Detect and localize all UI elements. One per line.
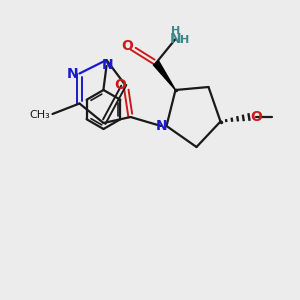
Text: O: O xyxy=(250,110,262,124)
Text: N: N xyxy=(155,119,167,133)
Text: O: O xyxy=(122,40,134,53)
Text: H: H xyxy=(180,34,189,45)
Text: N: N xyxy=(170,32,181,46)
Text: H: H xyxy=(172,26,181,37)
Text: N: N xyxy=(101,58,113,72)
Polygon shape xyxy=(153,61,176,90)
Text: O: O xyxy=(115,78,127,92)
Text: N: N xyxy=(67,67,79,80)
Text: CH₃: CH₃ xyxy=(29,110,50,121)
